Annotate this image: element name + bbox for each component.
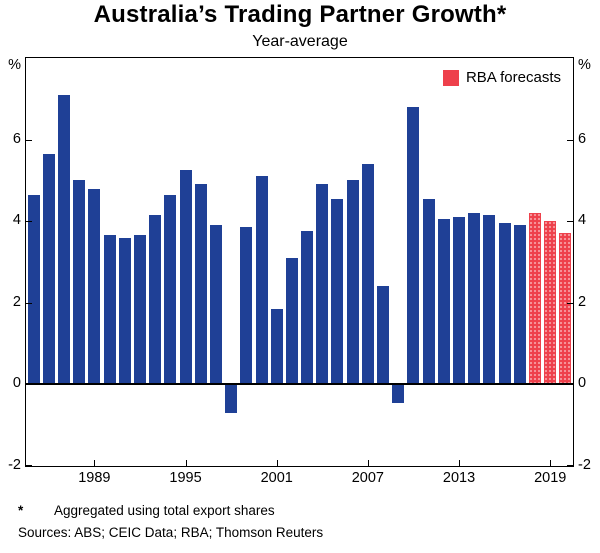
bar-1994 (164, 194, 177, 385)
bar-2005 (331, 198, 344, 385)
bar-2012 (437, 219, 450, 385)
bar-2010 (407, 106, 420, 385)
x-axis-label: 1995 (169, 470, 202, 486)
bar-1999 (240, 227, 253, 385)
bar-1993 (149, 215, 162, 385)
bar-2017 (513, 225, 526, 385)
y-axis-label-right: 0 (578, 375, 587, 392)
y-tick (26, 139, 32, 141)
bar-2019 (544, 221, 557, 385)
x-tick (94, 460, 96, 466)
bar-1992 (133, 235, 146, 385)
bar-1997 (209, 225, 222, 385)
bar-1989 (88, 188, 101, 385)
legend: RBA forecasts (442, 69, 561, 86)
x-axis-label: 2013 (442, 470, 476, 486)
chart-title: Australia’s Trading Partner Growth* (93, 1, 507, 28)
chart-subtitle: Year-average (252, 33, 348, 50)
bar-1991 (118, 237, 131, 385)
y-tick (26, 302, 32, 304)
y-axis-label-right: % (578, 57, 591, 73)
y-axis-label-left: % (8, 57, 21, 73)
footnote-text: Aggregated using total export shares (54, 503, 275, 518)
y-tick (26, 465, 32, 466)
footnote: * Aggregated using total export shares (18, 503, 275, 518)
plot-area: RBA forecasts (25, 57, 574, 467)
bar-2015 (483, 215, 496, 385)
bar-1998 (225, 384, 238, 413)
y-tick (567, 384, 573, 386)
y-axis-label-left: 2 (12, 293, 21, 310)
x-axis-label: 2001 (260, 470, 293, 486)
y-axis-label-right: 4 (578, 212, 587, 229)
y-axis-label-left: 0 (12, 375, 21, 392)
x-tick (367, 460, 369, 466)
y-tick (26, 221, 32, 223)
bar-2020 (559, 233, 572, 385)
bar-2011 (422, 198, 435, 385)
x-tick (276, 460, 278, 466)
bar-1995 (179, 170, 192, 385)
y-tick (567, 221, 573, 223)
bar-1996 (194, 184, 207, 385)
bar-1985 (27, 194, 40, 385)
bar-2003 (301, 231, 314, 385)
y-axis-label-left: 6 (12, 130, 21, 147)
bar-2000 (255, 176, 268, 385)
bar-1988 (73, 180, 86, 385)
bar-1987 (57, 94, 70, 385)
y-tick (567, 302, 573, 304)
bar-1990 (103, 235, 116, 385)
x-axis-label: 2019 (534, 470, 567, 486)
forecast-swatch-icon (442, 69, 459, 86)
x-tick (185, 460, 187, 466)
y-axis-label-left: -2 (8, 457, 21, 473)
x-tick (459, 460, 461, 466)
bar-2018 (529, 213, 541, 385)
x-axis-label: 1989 (78, 470, 111, 486)
bar-2013 (453, 217, 466, 385)
y-axis-label-right: 6 (578, 130, 587, 147)
y-axis-label-right: -2 (578, 457, 591, 473)
y-axis-label-right: 2 (578, 293, 587, 310)
bar-2002 (285, 257, 298, 385)
y-tick (567, 465, 573, 466)
sources: Sources: ABS; CEIC Data; RBA; Thomson Re… (18, 525, 324, 540)
bar-2001 (270, 308, 283, 385)
bar-2006 (346, 180, 359, 385)
legend-label: RBA forecasts (465, 69, 561, 86)
bar-2008 (377, 286, 390, 385)
zero-axis-line (26, 383, 573, 386)
x-tick (550, 460, 552, 466)
x-axis-label: 2007 (351, 470, 385, 486)
y-tick (26, 384, 32, 386)
bar-2004 (316, 184, 329, 385)
bar-2014 (468, 213, 481, 385)
y-tick (567, 139, 573, 141)
y-axis-label-left: 4 (12, 212, 21, 229)
bar-2009 (392, 384, 405, 403)
bar-2007 (361, 164, 374, 385)
bar-2016 (498, 223, 511, 385)
bar-1986 (42, 153, 55, 385)
footnote-marker: * (18, 503, 24, 518)
